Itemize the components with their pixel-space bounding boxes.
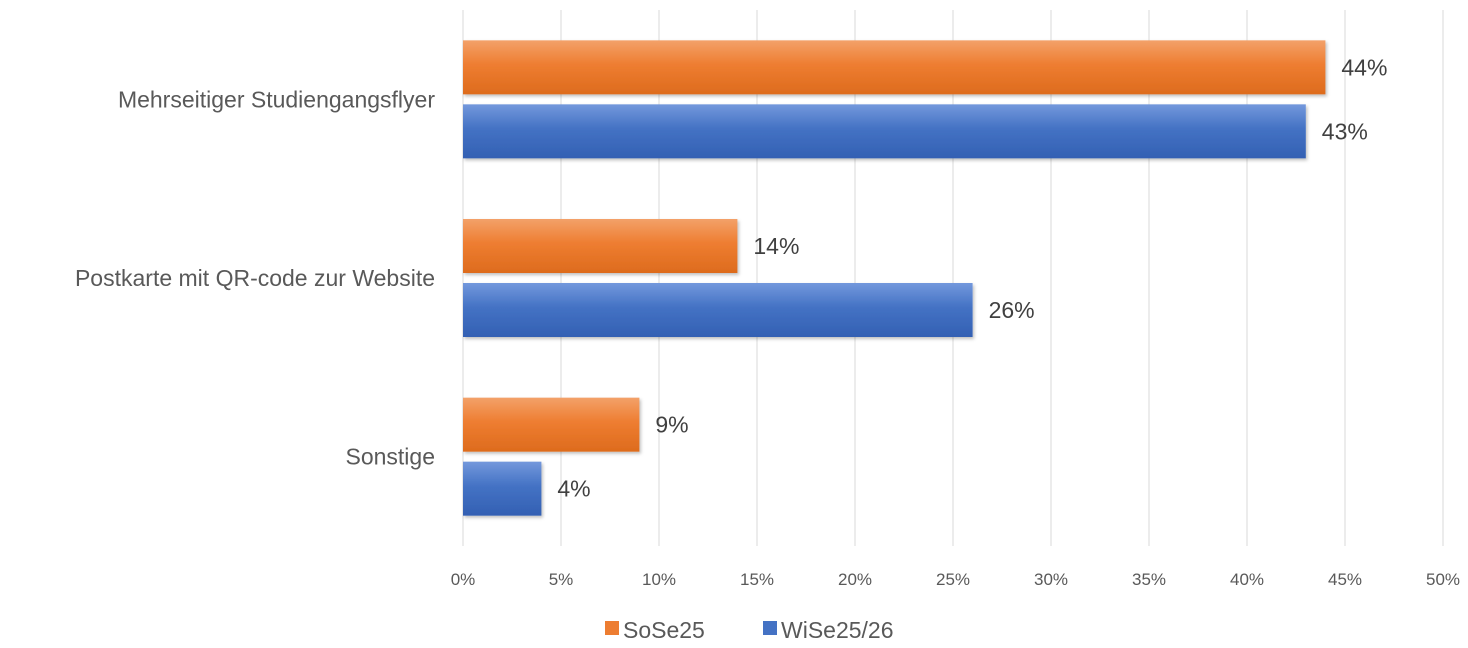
bar-sose25-postkarte-mit-qr-code-zur-website	[463, 219, 738, 273]
x-tick-label: 40%	[1230, 570, 1264, 589]
x-tick-label: 15%	[740, 570, 774, 589]
legend-label-sose25: SoSe25	[623, 617, 705, 643]
x-tick-label: 35%	[1132, 570, 1166, 589]
legend: SoSe25 WiSe25/26	[605, 617, 894, 643]
legend-swatch-wise25-26	[763, 621, 777, 635]
data-label-sose25-mehrseitiger-studiengangsflyer: 44%	[1341, 54, 1387, 80]
legend-swatch-sose25	[605, 621, 619, 635]
data-labels: 44% 43% 14% 26% 9% 4%	[557, 54, 1387, 501]
data-label-wise25-26-postkarte-mit-qr-code-zur-website: 26%	[989, 297, 1035, 323]
bar-wise25-26-postkarte-mit-qr-code-zur-website	[463, 283, 973, 337]
data-label-sose25-postkarte-mit-qr-code-zur-website: 14%	[753, 233, 799, 259]
x-tick-label: 20%	[838, 570, 872, 589]
x-tick-label: 30%	[1034, 570, 1068, 589]
category-axis: Mehrseitiger Studiengangsflyer Postkarte …	[75, 86, 435, 469]
bar-wise25-26-mehrseitiger-studiengangsflyer	[463, 104, 1306, 159]
bar-sose25-sonstige	[463, 397, 640, 452]
x-tick-label: 10%	[642, 570, 676, 589]
bar-sose25-mehrseitiger-studiengangsflyer	[463, 40, 1326, 95]
data-label-wise25-26-mehrseitiger-studiengangsflyer: 43%	[1322, 118, 1368, 144]
category-label-sonstige: Sonstige	[345, 444, 435, 470]
bars	[463, 40, 1326, 516]
data-label-wise25-26-sonstige: 4%	[557, 476, 590, 502]
value-axis: 0% 5% 10% 15% 20% 25% 30% 35% 40% 45% 50%	[451, 570, 1460, 589]
category-label-mehrseitiger-studiengangsflyer: Mehrseitiger Studiengangsflyer	[118, 86, 435, 112]
x-tick-label: 50%	[1426, 570, 1460, 589]
x-tick-label: 45%	[1328, 570, 1362, 589]
data-label-sose25-sonstige: 9%	[655, 412, 688, 438]
x-tick-label: 25%	[936, 570, 970, 589]
x-tick-label: 0%	[451, 570, 476, 589]
gridlines	[462, 10, 1444, 546]
bar-wise25-26-sonstige	[463, 461, 542, 516]
x-tick-label: 5%	[549, 570, 574, 589]
category-label-postkarte-mit-qr-code-zur-website: Postkarte mit QR-code zur Website	[75, 265, 435, 291]
legend-label-wise25-26: WiSe25/26	[781, 617, 894, 643]
